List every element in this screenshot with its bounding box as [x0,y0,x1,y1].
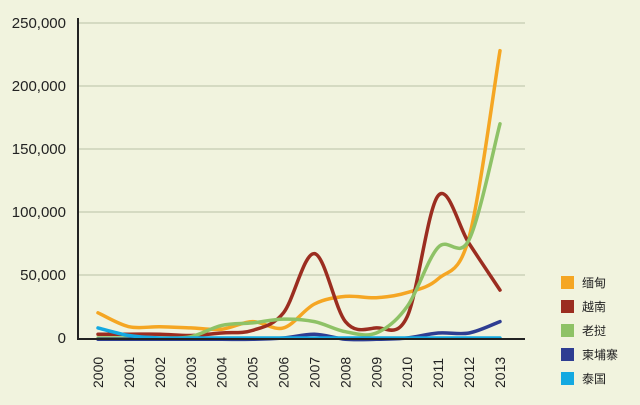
x-tick-label: 2011 [430,358,446,388]
legend-swatch [561,372,574,385]
legend-label: 老挝 [582,324,606,338]
legend-label: 缅甸 [582,276,606,290]
y-tick-labels: 0 50,000 100,000 150,000 200,000 250,000 [12,15,66,347]
x-tick-label: 2001 [121,357,137,388]
x-tick-label: 2010 [399,357,415,388]
x-tick-label: 2009 [368,357,384,388]
legend-swatch [561,348,574,361]
legend-label: 越南 [582,299,606,314]
series-line-2 [96,122,502,340]
y-tick-label: 50,000 [20,267,66,284]
x-tick-label: 2002 [152,357,168,388]
x-tick-label: 2005 [245,357,261,388]
x-tick-label: 2008 [337,357,353,388]
legend-swatch [561,276,574,289]
x-tick-label: 2003 [183,357,199,388]
legend-swatch [561,300,574,313]
gridlines [78,22,525,276]
x-tick-label: 2000 [90,357,106,388]
x-tick-label: 2004 [214,357,230,388]
series-line-0 [96,48,502,332]
y-tick-label: 200,000 [12,78,66,95]
x-tick-label: 2013 [492,357,508,388]
legend-label: 泰国 [582,372,606,386]
x-tick-label: 2007 [306,357,322,388]
x-tick-label: 2012 [461,357,477,388]
legend-label: 柬埔寨 [582,347,618,362]
y-tick-label: 100,000 [12,204,66,221]
series-lines [96,48,502,342]
y-tick-label: 250,000 [12,15,66,32]
x-tick-labels: 2000 2001 2002 2003 2004 2005 2006 2007 2008 2009… [90,357,508,388]
y-tick-label: 0 [58,330,66,347]
legend-swatch [561,324,574,337]
axes [77,18,525,340]
y-tick-label: 150,000 [12,141,66,158]
series-line-1 [96,191,502,338]
x-tick-label: 2006 [276,357,292,388]
